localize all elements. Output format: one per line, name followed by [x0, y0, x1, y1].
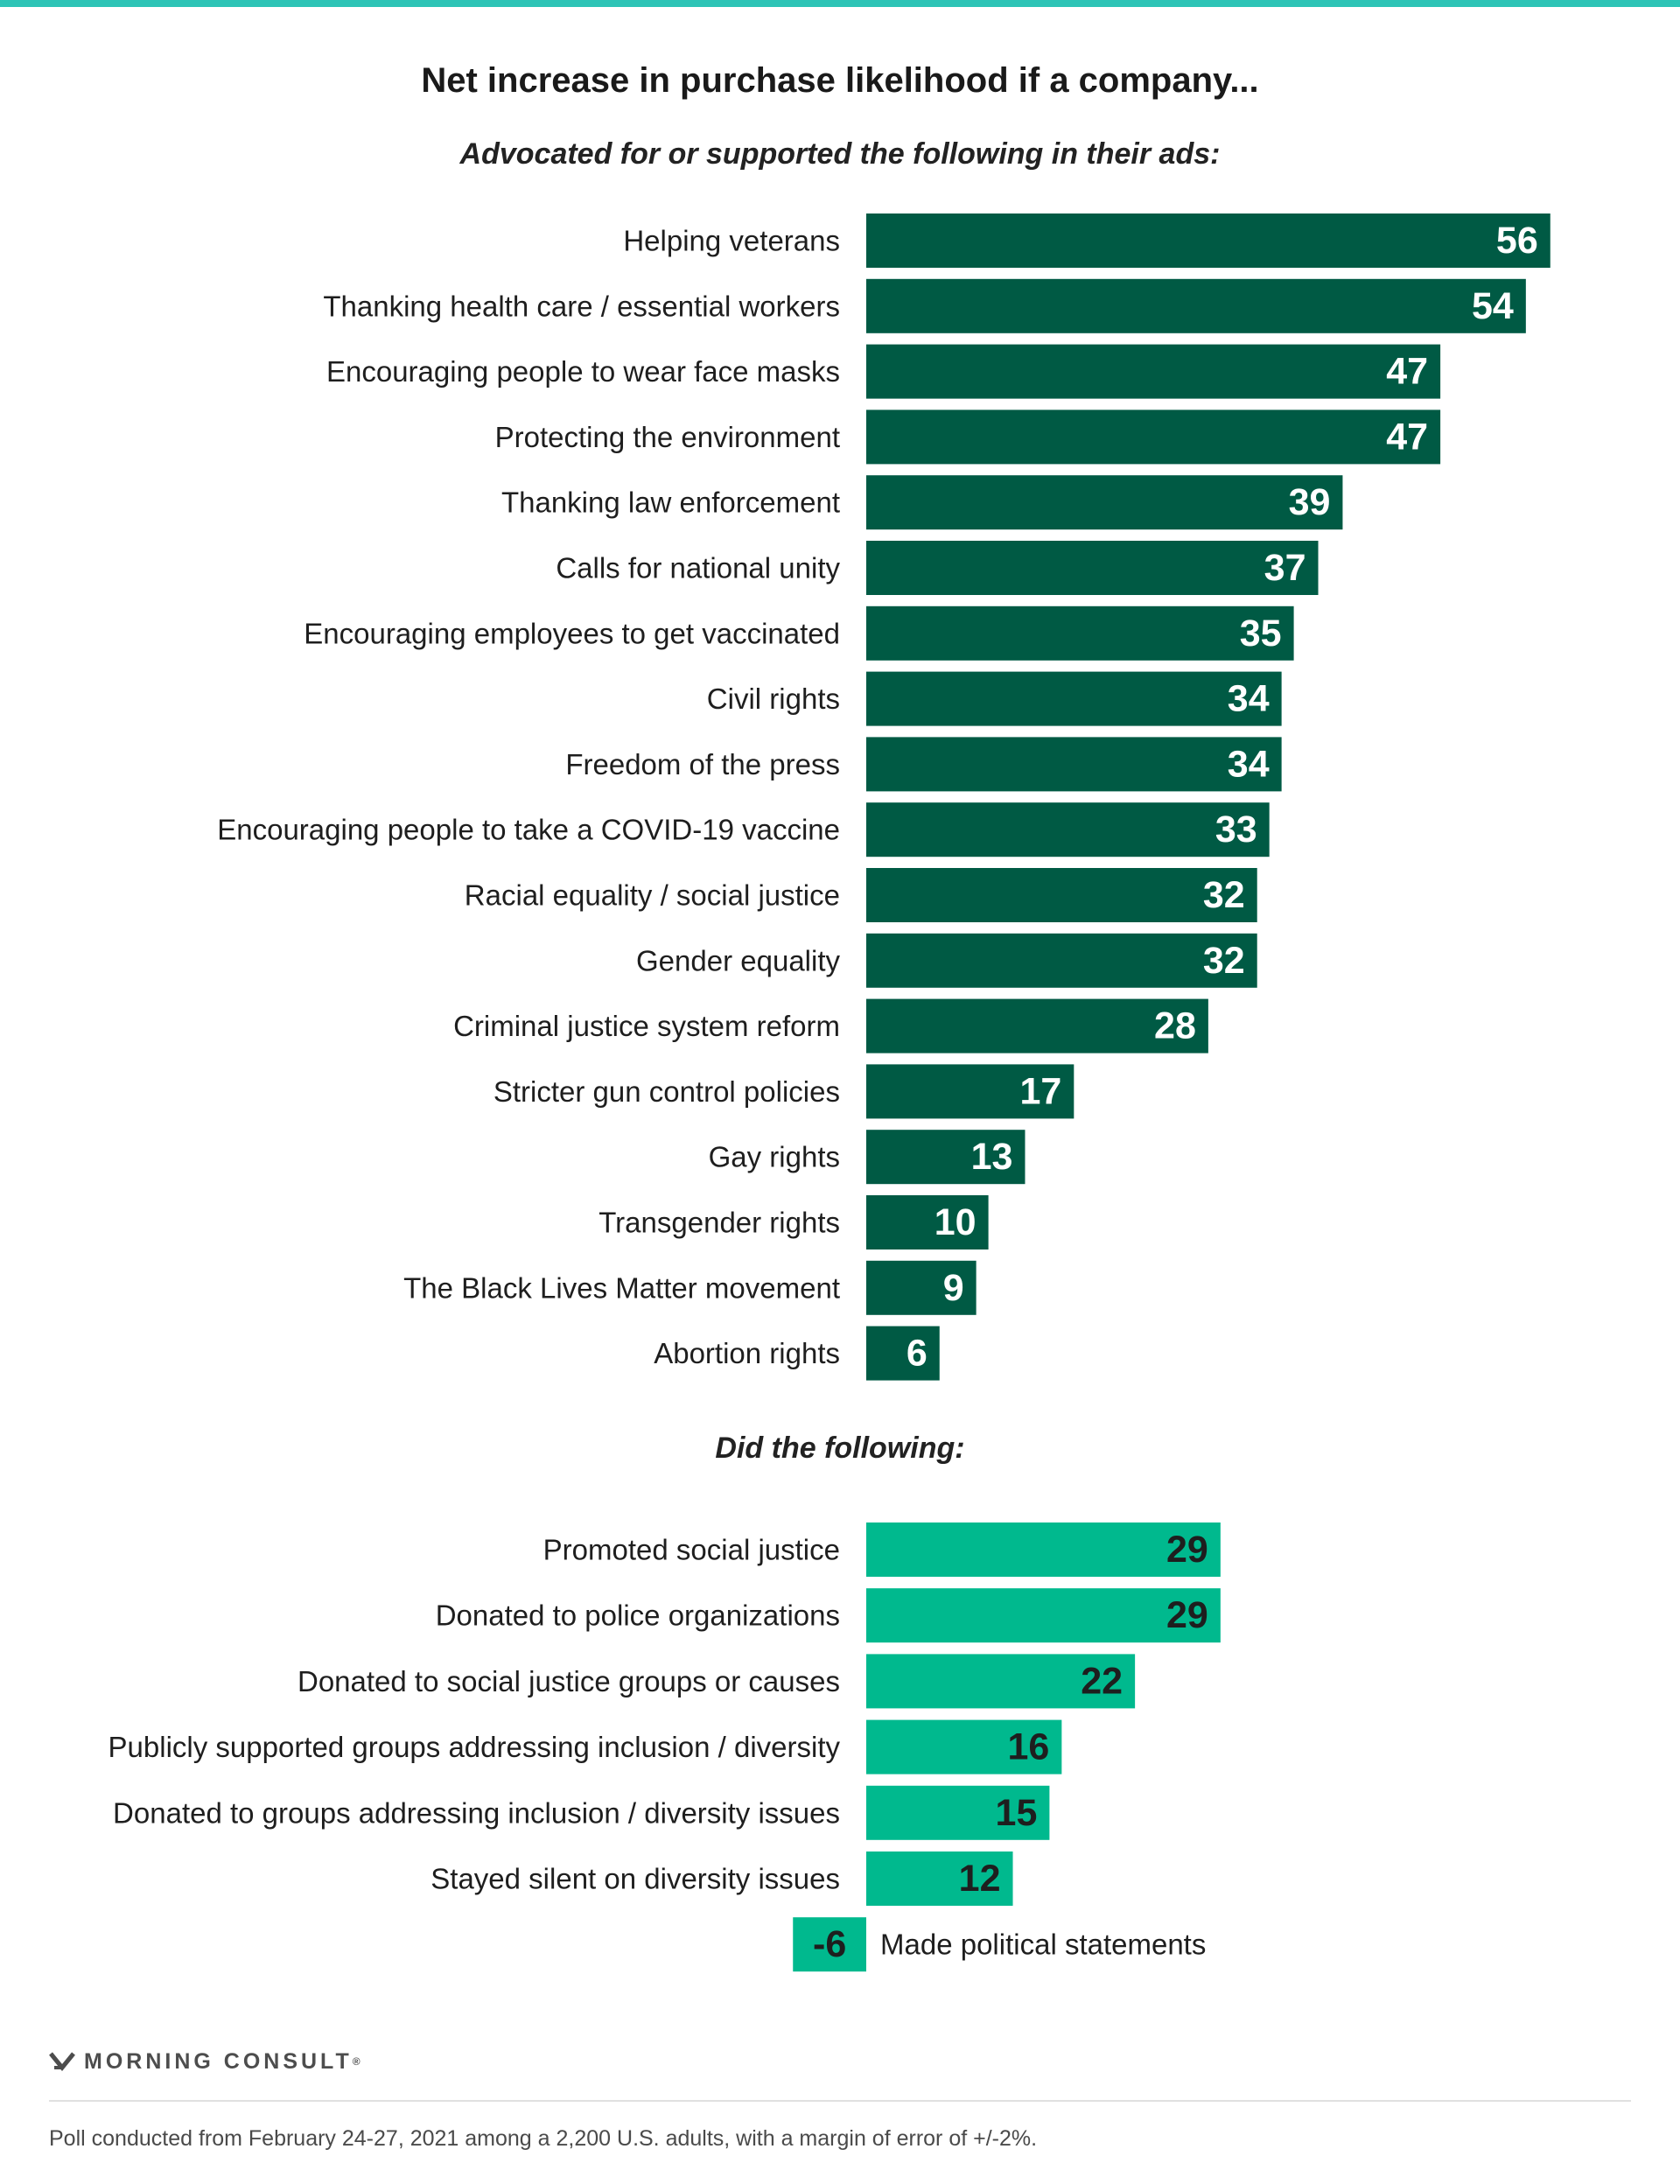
value-label-ads-8: 34 [1228, 743, 1270, 785]
value-label-ads-5: 37 [1264, 547, 1306, 589]
value-label-ads-14: 13 [971, 1136, 1013, 1178]
bar-ads-3 [866, 410, 1441, 465]
category-label-ads-1: Thanking health care / essential workers [323, 290, 840, 322]
bar-actions-4 [866, 1785, 1050, 1840]
category-label-actions-5: Stayed silent on diversity issues [430, 1863, 840, 1895]
bar-ads-6 [866, 606, 1294, 661]
bar-ads-14 [866, 1130, 1026, 1185]
category-label-actions-2: Donated to social justice groups or caus… [298, 1665, 840, 1698]
value-label-ads-10: 32 [1203, 874, 1245, 916]
value-label-actions-2: 22 [1081, 1660, 1123, 1702]
value-label-ads-13: 17 [1019, 1070, 1061, 1112]
category-label-actions-0: Promoted social justice [543, 1534, 840, 1566]
category-label-ads-2: Encouraging people to wear face masks [326, 355, 840, 388]
value-label-ads-15: 10 [934, 1201, 976, 1243]
bar-ads-8 [866, 737, 1282, 792]
category-label-actions-6: Made political statements [880, 1928, 1206, 1961]
bar-ads-11 [866, 933, 1257, 988]
value-label-actions-1: 29 [1166, 1594, 1208, 1636]
bar-actions-3 [866, 1719, 1062, 1774]
chart-title: Net increase in purchase likelihood if a… [421, 61, 1259, 100]
category-label-ads-9: Encouraging people to take a COVID-19 va… [217, 814, 840, 846]
bar-ads-17 [866, 1326, 940, 1381]
bar-ads-9 [866, 802, 1270, 858]
value-label-ads-16: 9 [943, 1267, 964, 1309]
bar-ads-13 [866, 1064, 1074, 1119]
value-label-ads-17: 6 [906, 1333, 928, 1375]
value-label-ads-9: 33 [1215, 808, 1257, 850]
category-label-ads-15: Transgender rights [598, 1207, 840, 1239]
value-label-ads-11: 32 [1203, 940, 1245, 982]
category-label-ads-10: Racial equality / social justice [465, 879, 840, 912]
value-label-actions-5: 12 [959, 1858, 1001, 1900]
value-label-ads-12: 28 [1154, 1005, 1196, 1047]
morning-consult-logo-icon [49, 2052, 75, 2071]
category-label-ads-16: The Black Lives Matter movement [403, 1271, 840, 1304]
top-accent-rule [0, 0, 1680, 7]
category-label-ads-17: Abortion rights [654, 1337, 840, 1369]
section-subtitle-ads: Advocated for or supported the following… [459, 137, 1221, 171]
category-label-ads-6: Encouraging employees to get vaccinated [304, 617, 840, 649]
value-label-ads-7: 34 [1228, 678, 1270, 720]
value-label-ads-1: 54 [1472, 285, 1514, 327]
category-label-ads-12: Criminal justice system reform [453, 1010, 840, 1042]
bar-ads-0 [866, 214, 1550, 268]
value-label-actions-0: 29 [1166, 1529, 1208, 1571]
category-label-actions-3: Publicly supported groups addressing inc… [108, 1731, 841, 1763]
bar-ads-16 [866, 1260, 976, 1315]
bar-actions-0 [866, 1522, 1221, 1577]
category-label-actions-1: Donated to police organizations [436, 1600, 840, 1632]
category-label-ads-5: Calls for national unity [556, 552, 840, 584]
bar-actions-2 [866, 1654, 1136, 1709]
value-label-ads-0: 56 [1496, 220, 1538, 262]
category-label-ads-7: Civil rights [707, 682, 840, 715]
section-subtitle-actions: Did the following: [715, 1432, 965, 1465]
category-label-ads-3: Protecting the environment [495, 421, 840, 453]
bar-ads-15 [866, 1195, 989, 1250]
value-label-actions-3: 16 [1008, 1726, 1050, 1768]
value-label-actions-4: 15 [996, 1792, 1038, 1834]
bar-ads-2 [866, 344, 1441, 399]
brand-logo-mark: ® [352, 2055, 360, 2068]
value-label-ads-6: 35 [1240, 612, 1282, 654]
category-label-ads-11: Gender equality [636, 944, 840, 976]
bar-ads-1 [866, 278, 1526, 333]
value-label-actions-6: -6 [813, 1923, 846, 1965]
category-label-actions-4: Donated to groups addressing inclusion /… [113, 1796, 840, 1829]
bar-ads-5 [866, 541, 1319, 595]
brand-logo-text: MORNING CONSULT [84, 2048, 353, 2074]
value-label-ads-4: 39 [1289, 481, 1331, 523]
value-label-ads-3: 47 [1386, 416, 1428, 458]
category-label-ads-13: Stricter gun control policies [494, 1075, 840, 1108]
bar-ads-7 [866, 671, 1282, 726]
footer-divider [49, 2100, 1631, 2102]
category-label-ads-4: Thanking law enforcement [501, 486, 840, 519]
category-label-ads-14: Gay rights [709, 1141, 840, 1173]
brand-logo: MORNING CONSULT ® [49, 2044, 360, 2079]
bar-ads-12 [866, 998, 1208, 1054]
category-label-ads-0: Helping veterans [623, 225, 840, 257]
bar-actions-5 [866, 1852, 1013, 1906]
bar-actions-1 [866, 1588, 1221, 1643]
bar-actions-6 [793, 1917, 866, 1972]
bar-ads-10 [866, 868, 1257, 922]
value-label-ads-2: 47 [1386, 351, 1428, 393]
category-label-ads-8: Freedom of the press [565, 748, 840, 780]
bar-ads-4 [866, 475, 1343, 530]
footnote: Poll conducted from February 24-27, 2021… [49, 2126, 1038, 2151]
